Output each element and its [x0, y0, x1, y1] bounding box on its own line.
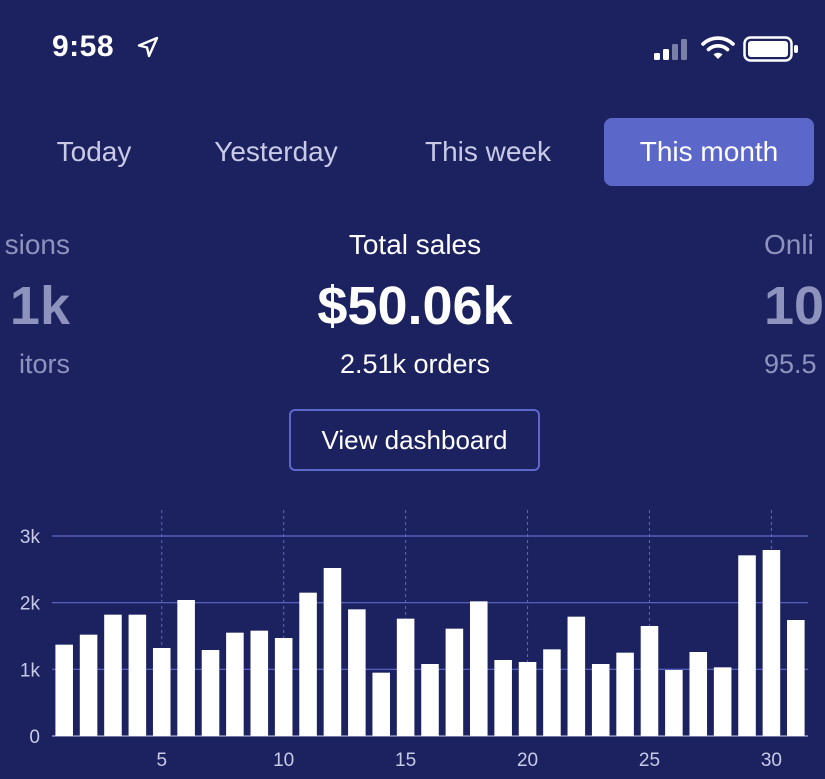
metric-online-partial[interactable]: Onli 10 95.5	[764, 226, 825, 382]
x-tick-label: 10	[273, 750, 294, 771]
chart-bar	[348, 609, 366, 736]
x-tick-label: 15	[395, 750, 416, 771]
chart-bar	[616, 652, 634, 736]
metric-title: Onli	[764, 229, 814, 260]
y-tick-label: 0	[29, 727, 40, 748]
status-bar: 9:58	[0, 0, 825, 100]
metric-total-sales[interactable]: Total sales $50.06k 2.51k orders	[265, 226, 565, 382]
chart-bar	[152, 648, 171, 736]
x-tick-label: 25	[639, 750, 660, 771]
chart-bar	[55, 644, 73, 736]
chart-bar	[518, 662, 537, 736]
chart-bar	[128, 614, 147, 736]
chart-bar	[591, 664, 610, 736]
chart-bar	[104, 614, 122, 736]
chart-bar	[421, 664, 439, 736]
chart-bar	[323, 568, 342, 736]
y-tick-label: 3k	[20, 527, 41, 548]
chart-bar	[762, 550, 781, 736]
metric-title: sions	[4, 229, 70, 260]
tab-this-week[interactable]: This week	[424, 136, 552, 167]
chart-bar	[543, 649, 561, 736]
cellular-signal-icon	[654, 39, 687, 60]
metric-sessions-partial[interactable]: sions 1k itors	[0, 226, 70, 382]
x-tick-label: 5	[156, 750, 167, 771]
chart-bar	[274, 638, 293, 736]
wifi-icon	[701, 36, 735, 59]
metric-subtitle: itors	[18, 349, 70, 379]
chart-bar	[396, 618, 415, 736]
tab-this-month[interactable]: This month	[604, 118, 814, 186]
chart-bar	[713, 667, 732, 736]
chart-bar	[640, 626, 659, 736]
chart-bar	[689, 652, 708, 736]
chart-bar	[738, 555, 756, 736]
x-tick-label: 20	[517, 750, 538, 771]
chart-bar	[445, 628, 464, 736]
metric-value: 10	[764, 276, 825, 336]
metric-subtitle: 2.51k orders	[339, 349, 491, 379]
battery-icon	[743, 36, 798, 62]
chart-bar	[494, 660, 512, 736]
status-time: 9:58	[52, 30, 115, 63]
chart-bar	[299, 592, 317, 736]
metric-title: Total sales	[348, 229, 482, 260]
y-tick-label: 2k	[20, 594, 41, 615]
chart-bar	[372, 672, 391, 736]
sales-bar-chart: 0 1k 2k 3k 5 10 15 20 25 30	[20, 510, 808, 771]
chart-bar	[79, 634, 98, 736]
chart-bar	[787, 620, 805, 736]
chart-bar	[665, 670, 683, 736]
chart-bar	[469, 601, 488, 736]
date-range-tabs: Today Yesterday This week This month	[0, 118, 825, 188]
view-dashboard-button[interactable]: View dashboard	[289, 409, 540, 471]
chart-bar	[201, 650, 220, 736]
chart-bar	[250, 630, 269, 736]
metric-subtitle: 95.5	[764, 349, 817, 379]
tab-today[interactable]: Today	[56, 136, 132, 167]
location-arrow-icon	[137, 36, 159, 58]
metric-value: 1k	[9, 276, 70, 336]
y-tick-label: 1k	[20, 660, 41, 681]
chart-bar	[177, 600, 195, 736]
chart-bar	[567, 616, 586, 736]
chart-bar	[226, 632, 244, 736]
tab-yesterday[interactable]: Yesterday	[214, 136, 338, 167]
metric-value: $50.06k	[317, 276, 513, 336]
x-tick-label: 30	[761, 750, 782, 771]
